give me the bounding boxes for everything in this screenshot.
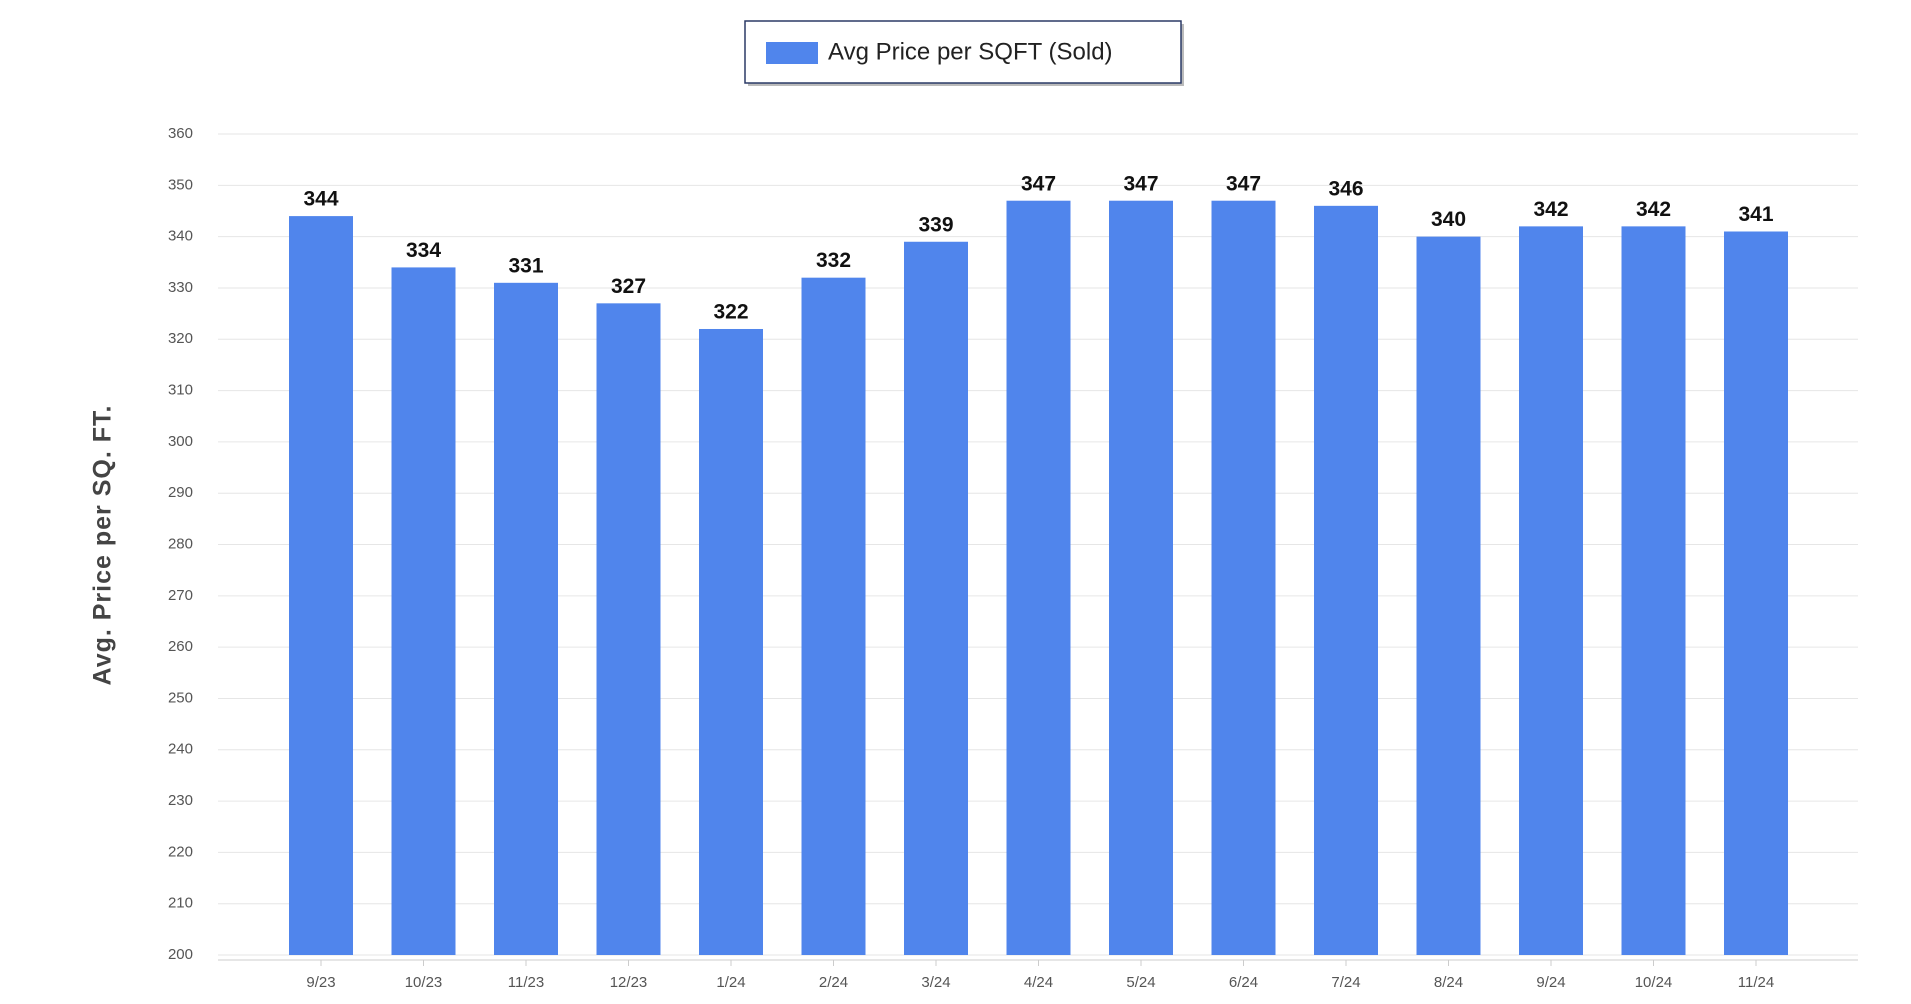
value-label: 347 (1123, 172, 1158, 195)
x-tick-label: 1/24 (716, 974, 745, 991)
y-tick-label: 320 (168, 330, 193, 347)
bar (1109, 200, 1173, 956)
y-tick-label: 240 (168, 741, 193, 758)
bar (1519, 226, 1583, 956)
y-tick-label: 290 (168, 484, 193, 501)
x-tick-label: 2/24 (819, 974, 848, 991)
y-tick-label: 230 (168, 792, 193, 809)
x-tick-label: 9/23 (306, 974, 335, 991)
x-tick-label: 6/24 (1229, 974, 1258, 991)
legend-swatch (766, 42, 818, 64)
y-tick-label: 250 (168, 689, 193, 706)
y-tick-label: 330 (168, 279, 193, 296)
y-tick-label: 210 (168, 895, 193, 912)
value-label: 327 (611, 275, 646, 298)
x-tick-label: 10/23 (405, 974, 443, 991)
x-tick-label: 9/24 (1536, 974, 1565, 991)
value-label: 332 (816, 249, 851, 272)
bar (699, 328, 763, 955)
y-tick-label: 200 (168, 946, 193, 963)
value-label: 340 (1431, 208, 1466, 231)
x-tick-label: 7/24 (1331, 974, 1360, 991)
x-tick-label: 11/23 (508, 974, 544, 991)
bar (1006, 200, 1071, 956)
value-label: 341 (1738, 203, 1773, 226)
value-label: 346 (1328, 177, 1363, 200)
value-label: 344 (303, 188, 338, 211)
x-tick-label: 12/23 (610, 974, 648, 991)
y-axis-title: Avg. Price per SQ. FT. (89, 405, 117, 686)
bar (289, 216, 353, 956)
x-tick-label: 5/24 (1126, 974, 1155, 991)
x-tick-label: 10/24 (1635, 974, 1673, 991)
x-tick-label: 8/24 (1434, 974, 1463, 991)
value-label: 334 (406, 239, 441, 262)
y-tick-label: 260 (168, 638, 193, 655)
value-label: 331 (508, 254, 543, 277)
bar (1621, 226, 1686, 956)
y-tick-label: 360 (168, 125, 193, 142)
y-tick-label: 220 (168, 843, 193, 860)
value-label: 322 (713, 301, 748, 324)
bar (1416, 236, 1481, 955)
y-tick-label: 270 (168, 587, 193, 604)
bar (904, 241, 968, 956)
y-tick-label: 350 (168, 176, 193, 193)
value-label: 342 (1636, 198, 1671, 221)
y-tick-label: 340 (168, 228, 193, 245)
value-label: 347 (1226, 172, 1261, 195)
bar (1724, 231, 1788, 955)
bar (1211, 200, 1276, 956)
bar (391, 267, 456, 956)
y-tick-label: 280 (168, 535, 193, 552)
value-label: 342 (1533, 198, 1568, 221)
legend-label: Avg Price per SQFT (Sold) (828, 38, 1113, 65)
x-tick-label: 11/24 (1738, 974, 1774, 991)
bar (494, 282, 558, 955)
y-tick-label: 300 (168, 433, 193, 450)
bar (1314, 205, 1378, 955)
x-tick-label: 3/24 (921, 974, 950, 991)
x-tick-label: 4/24 (1024, 974, 1053, 991)
bar (801, 277, 866, 955)
bar (596, 303, 661, 955)
value-label: 339 (918, 213, 953, 236)
value-label: 347 (1021, 172, 1056, 195)
y-tick-label: 310 (168, 382, 193, 399)
